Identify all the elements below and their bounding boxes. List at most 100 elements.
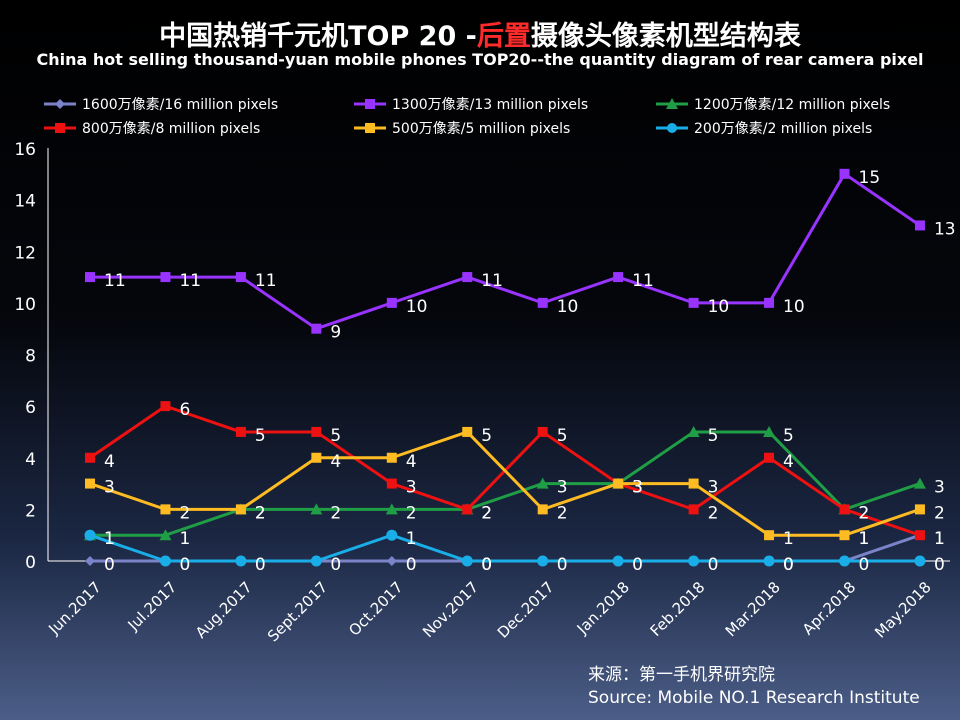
data-label: 1 bbox=[934, 529, 945, 549]
y-tick-label: 0 bbox=[25, 553, 36, 573]
data-point bbox=[310, 555, 322, 567]
data-label: 0 bbox=[104, 555, 115, 575]
x-tick-label: Aug.2017 bbox=[192, 578, 256, 642]
data-point bbox=[688, 478, 699, 489]
series-line-4 bbox=[89, 430, 921, 537]
x-tick-label: Oct.2017 bbox=[345, 578, 406, 639]
data-label: 3 bbox=[632, 478, 643, 498]
y-tick-label: 4 bbox=[25, 450, 36, 470]
data-label: 0 bbox=[934, 555, 945, 575]
legend-swatch bbox=[354, 99, 386, 109]
data-point bbox=[386, 478, 397, 489]
data-point bbox=[537, 297, 548, 308]
series-line-5 bbox=[89, 533, 920, 563]
data-point bbox=[235, 272, 246, 283]
data-point bbox=[839, 504, 850, 515]
data-point bbox=[688, 555, 700, 567]
data-point bbox=[612, 555, 624, 567]
chart-title-part1: 中国热销千元机TOP 20 - bbox=[159, 21, 477, 52]
data-label: 2 bbox=[255, 503, 266, 523]
data-point bbox=[311, 452, 322, 463]
y-tick-label: 16 bbox=[14, 140, 36, 160]
data-point bbox=[235, 555, 247, 567]
legend-item: 500万像素/5 million pixels bbox=[352, 118, 570, 138]
data-point bbox=[160, 504, 171, 515]
x-tick-label: Dec.2017 bbox=[494, 578, 558, 642]
data-point bbox=[537, 426, 548, 437]
data-label: 5 bbox=[783, 426, 794, 446]
data-point bbox=[462, 272, 473, 283]
legend-label: 800万像素/8 million pixels bbox=[82, 121, 261, 137]
data-point bbox=[386, 297, 397, 308]
data-point bbox=[764, 530, 775, 541]
data-point bbox=[85, 272, 95, 283]
data-label: 0 bbox=[783, 555, 794, 575]
legend-item: 800万像素/8 million pixels bbox=[42, 118, 260, 138]
data-point bbox=[462, 426, 473, 437]
x-tick-label: Apr.2018 bbox=[799, 578, 859, 638]
legend-swatch bbox=[354, 123, 386, 133]
y-tick-label: 2 bbox=[25, 501, 36, 521]
data-point bbox=[688, 297, 699, 308]
data-point bbox=[687, 425, 700, 437]
data-label: 1 bbox=[104, 529, 115, 549]
data-label: 2 bbox=[859, 503, 870, 523]
data-point bbox=[159, 555, 171, 567]
data-point bbox=[914, 220, 925, 231]
data-point bbox=[613, 272, 624, 283]
data-label: 6 bbox=[179, 400, 190, 420]
data-label: 1 bbox=[934, 529, 945, 549]
data-point bbox=[160, 272, 171, 283]
data-point bbox=[85, 452, 95, 463]
x-tick-label: Feb.2018 bbox=[647, 578, 709, 640]
data-label: 2 bbox=[859, 503, 870, 523]
data-point bbox=[688, 504, 699, 515]
legend-swatch bbox=[656, 98, 688, 109]
data-label: 1 bbox=[104, 529, 115, 549]
data-label: 5 bbox=[557, 426, 568, 446]
data-point bbox=[311, 323, 322, 334]
legend-item: 1300万像素/13 million pixels bbox=[352, 94, 588, 114]
data-label: 15 bbox=[859, 168, 881, 188]
x-tick-label: Jan.2018 bbox=[573, 578, 633, 638]
data-point bbox=[839, 555, 850, 567]
data-point bbox=[85, 478, 95, 489]
data-point bbox=[914, 555, 926, 567]
series-line-2 bbox=[90, 430, 921, 537]
data-point bbox=[235, 504, 246, 515]
x-tick-label: Jun.2017 bbox=[44, 578, 104, 638]
data-label: 0 bbox=[255, 555, 266, 575]
chart-title-highlight: 后置 bbox=[476, 21, 531, 52]
data-label: 1 bbox=[859, 529, 870, 549]
data-label: 2 bbox=[557, 503, 568, 523]
data-point bbox=[461, 555, 473, 567]
x-tick-label: Jul.2017 bbox=[124, 578, 181, 635]
data-label: 5 bbox=[481, 426, 492, 446]
data-point bbox=[536, 477, 549, 489]
data-label: 0 bbox=[330, 555, 341, 575]
data-point bbox=[764, 452, 775, 463]
y-tick-label: 6 bbox=[25, 398, 36, 418]
chart-title-part2: 摄像头像素机型结构表 bbox=[530, 21, 801, 52]
data-label: 10 bbox=[783, 297, 805, 317]
legend-label: 1300万像素/13 million pixels bbox=[392, 97, 589, 113]
legend-label: 1600万像素/16 million pixels bbox=[82, 97, 279, 113]
legend-label: 200万像素/2 million pixels bbox=[694, 121, 873, 137]
data-label: 5 bbox=[255, 426, 266, 446]
data-label: 4 bbox=[330, 452, 341, 472]
data-label: 3 bbox=[406, 478, 417, 498]
data-label: 0 bbox=[632, 555, 643, 575]
data-label: 3 bbox=[557, 478, 568, 498]
data-point bbox=[386, 556, 397, 566]
data-label: 5 bbox=[330, 426, 341, 446]
data-point bbox=[764, 297, 775, 308]
source-line-cn: 来源：第一手机界研究院 bbox=[588, 665, 775, 685]
data-label: 3 bbox=[934, 478, 945, 498]
data-label: 2 bbox=[330, 503, 341, 523]
data-label: 11 bbox=[255, 271, 277, 291]
legend-label: 500万像素/5 million pixels bbox=[392, 121, 571, 137]
data-label: 4 bbox=[783, 452, 794, 472]
data-point bbox=[913, 477, 926, 489]
data-point bbox=[914, 530, 925, 541]
